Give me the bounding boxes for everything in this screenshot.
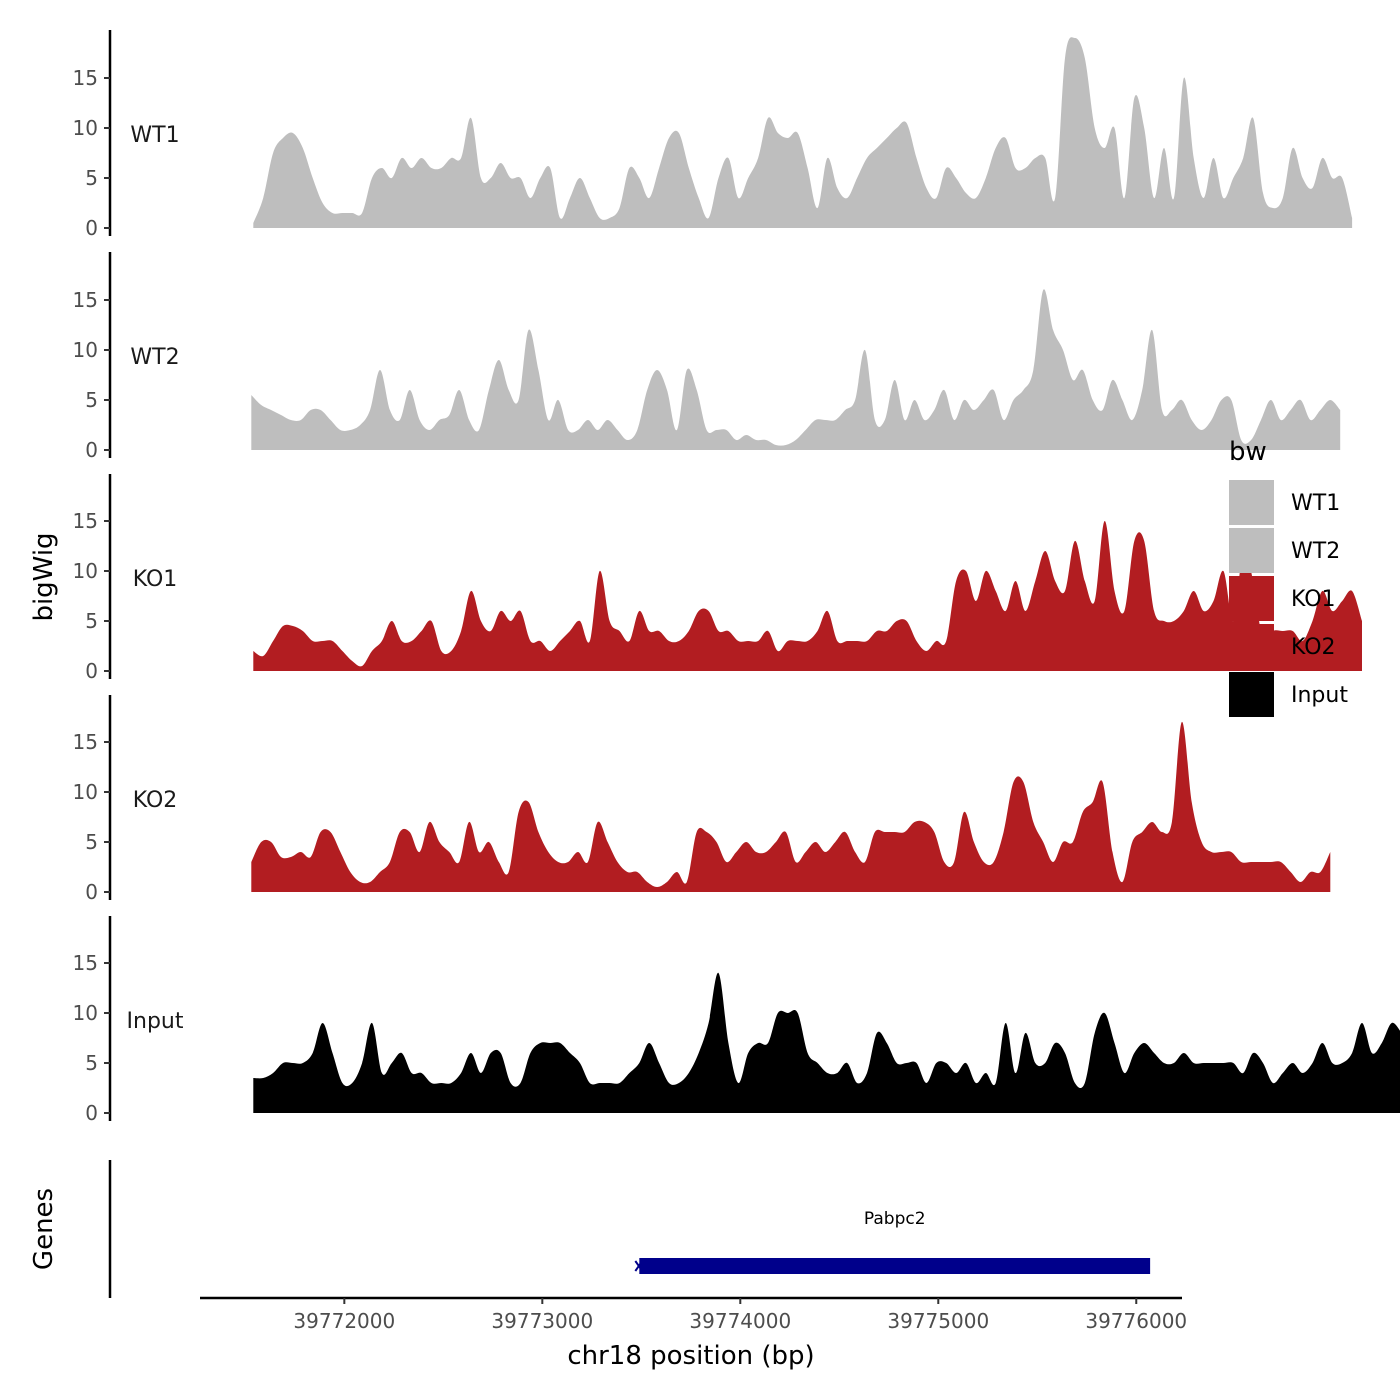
y-tick-label: 10 (73, 780, 98, 804)
x-tick-label: 39774000 (689, 1309, 791, 1333)
legend: bw WT1 WT2 KO1 KO2 Input (1229, 437, 1348, 717)
y-tick-label: 10 (73, 338, 98, 362)
track-ko2: 0 5 10 15 KO2 (73, 695, 1331, 904)
signal-tracks: 0 5 10 15 WT1 0 5 10 15 WT2 0 5 10 15 KO1 0 5 10 15 KO2 0 5 10… (73, 30, 1400, 1125)
y-tick-label: 15 (73, 951, 98, 975)
y-tick-label: 10 (73, 116, 98, 140)
y-tick-label: 0 (85, 659, 98, 683)
y-tick-label: 0 (85, 880, 98, 904)
gene-track: Pabpc2 (108, 1160, 1151, 1298)
y-tick-label: 10 (73, 559, 98, 583)
y-tick-label: 5 (85, 1051, 98, 1075)
y-tick-label: 0 (85, 438, 98, 462)
x-tick-label: 39775000 (887, 1309, 989, 1333)
legend-label-input: Input (1291, 683, 1348, 708)
legend-key-input (1229, 672, 1274, 717)
y-tick-label: 10 (73, 1001, 98, 1025)
y-tick-label: 5 (85, 166, 98, 190)
y-tick-label: 0 (85, 216, 98, 240)
y-tick-label: 5 (85, 388, 98, 412)
x-axis: 39772000 39773000 39774000 39775000 39776000 (200, 1296, 1187, 1333)
y-tick-label: 15 (73, 288, 98, 312)
track-label-ko1: KO1 (133, 567, 178, 592)
signal-area-wt1 (253, 37, 1353, 228)
legend-key-ko1 (1229, 576, 1274, 621)
signal-area-ko2 (251, 721, 1331, 892)
x-axis-title: chr18 position (bp) (567, 1341, 814, 1371)
track-wt2: 0 5 10 15 WT2 (73, 252, 1341, 462)
legend-key-wt2 (1229, 528, 1274, 573)
signal-area-wt2 (251, 289, 1341, 450)
y-tick-label: 5 (85, 830, 98, 854)
y-tick-label: 5 (85, 609, 98, 633)
legend-label-ko1: KO1 (1291, 587, 1336, 612)
legend-key-wt1 (1229, 480, 1274, 525)
track-input: 0 5 10 15 Input (73, 916, 1400, 1125)
y-tick-label: 15 (73, 730, 98, 754)
gene-label-pabpc2: Pabpc2 (864, 1209, 926, 1229)
y-tick-label: 0 (85, 1101, 98, 1125)
legend-label-wt2: WT2 (1291, 539, 1340, 564)
track-label-wt1: WT1 (130, 123, 179, 148)
signal-area-input (253, 972, 1400, 1113)
legend-label-wt1: WT1 (1291, 491, 1340, 516)
legend-label-ko2: KO2 (1291, 635, 1336, 660)
legend-key-ko2 (1229, 624, 1274, 669)
signal-area-ko1 (253, 520, 1362, 671)
track-label-ko2: KO2 (133, 788, 178, 813)
track-label-input: Input (127, 1009, 184, 1034)
y-tick-label: 15 (73, 509, 98, 533)
track-wt1: 0 5 10 15 WT1 (73, 30, 1353, 240)
x-tick-label: 39773000 (491, 1309, 593, 1333)
track-label-wt2: WT2 (130, 345, 179, 370)
gene-start-marker (634, 1260, 644, 1272)
gene-body-pabpc2 (639, 1258, 1151, 1274)
track-ko1: 0 5 10 15 KO1 (73, 474, 1362, 683)
legend-title: bw (1229, 437, 1267, 467)
x-tick-label: 39776000 (1085, 1309, 1187, 1333)
x-tick-label: 39772000 (293, 1309, 395, 1333)
genes-track-title: Genes (29, 1188, 59, 1270)
y-tick-label: 15 (73, 66, 98, 90)
y-axis-title: bigWig (29, 532, 59, 621)
